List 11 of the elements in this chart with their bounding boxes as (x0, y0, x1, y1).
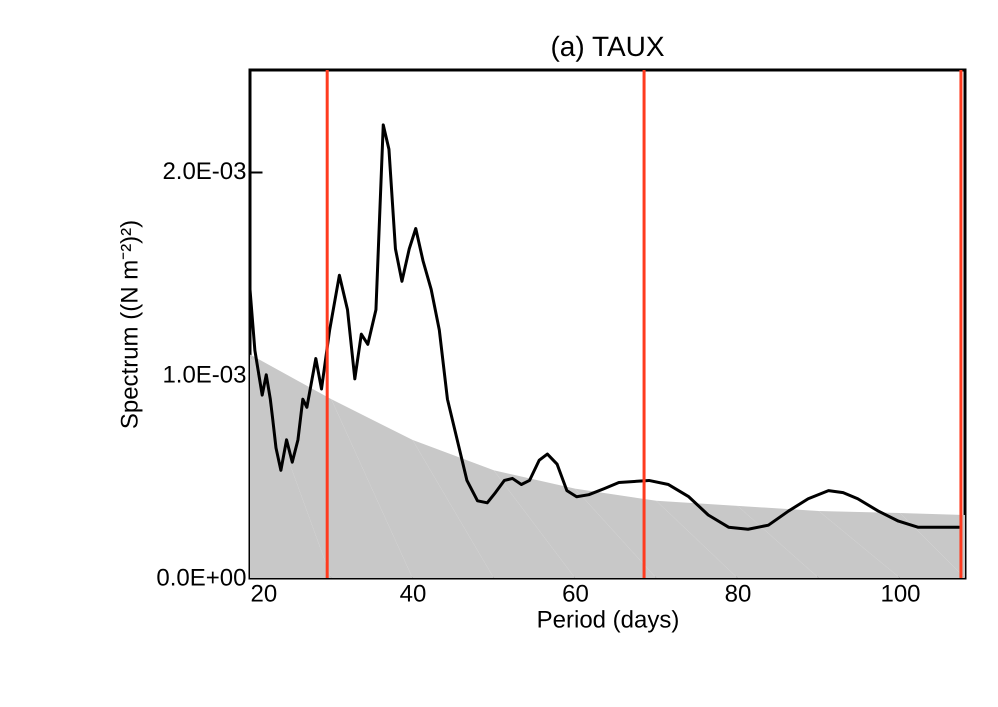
x-axis-title: Period (days) (536, 606, 680, 634)
x-tick-label: 60 (562, 580, 589, 608)
y-tick-label: 2.0E-03 (162, 158, 246, 186)
x-tick-label: 100 (880, 580, 921, 608)
chart-title: (a) TAUX (550, 31, 665, 62)
y-tick-label: 1.0E-03 (162, 361, 246, 388)
y-axis-title: Spectrum ((N m⁻²)²) (116, 220, 144, 430)
x-tick-label: 80 (724, 580, 752, 608)
x-tick-label: 40 (400, 580, 426, 608)
x-tick-label: 20 (250, 580, 278, 608)
y-tick-label: 0.0E+00 (156, 564, 246, 592)
